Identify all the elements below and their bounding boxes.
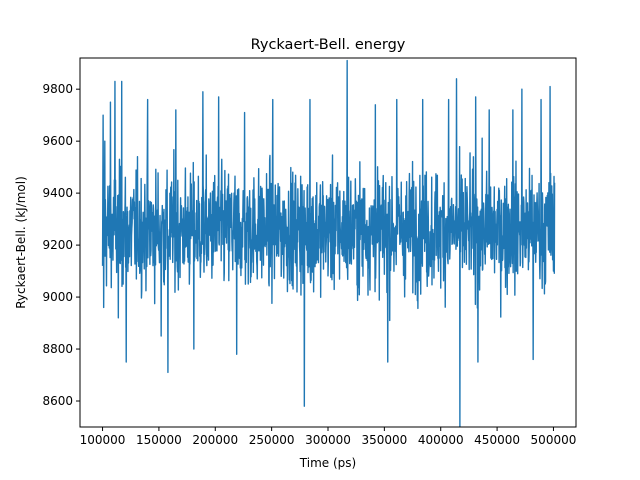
y-axis: 8600 8800 9000 9200 9400 9600 9800 [42,82,80,408]
x-tick-label: 450000 [474,433,520,447]
y-tick-label: 8600 [42,394,73,408]
y-tick-label: 9600 [42,134,73,148]
x-axis: 100000 150000 200000 250000 300000 350000 4000… [80,427,577,447]
y-tick-label: 9800 [42,82,73,96]
series-line [101,59,556,427]
y-tick-label: 9200 [42,238,73,252]
x-tick-label: 300000 [305,433,351,447]
series-layer [101,59,556,427]
x-tick-label: 500000 [531,433,577,447]
y-axis-title: Ryckaert-Bell. (kJ/mol) [14,176,28,309]
x-tick-label: 350000 [361,433,407,447]
x-tick-label: 250000 [249,433,295,447]
chart-title: Ryckaert-Bell. energy [251,37,406,53]
y-tick-label: 9400 [42,186,73,200]
x-tick-label: 200000 [192,433,238,447]
x-tick-label: 100000 [80,433,126,447]
x-axis-title: Time (ps) [299,456,356,470]
y-tick-label: 8800 [42,342,73,356]
x-tick-label: 400000 [418,433,464,447]
y-tick-label: 9000 [42,290,73,304]
x-tick-label: 150000 [136,433,182,447]
